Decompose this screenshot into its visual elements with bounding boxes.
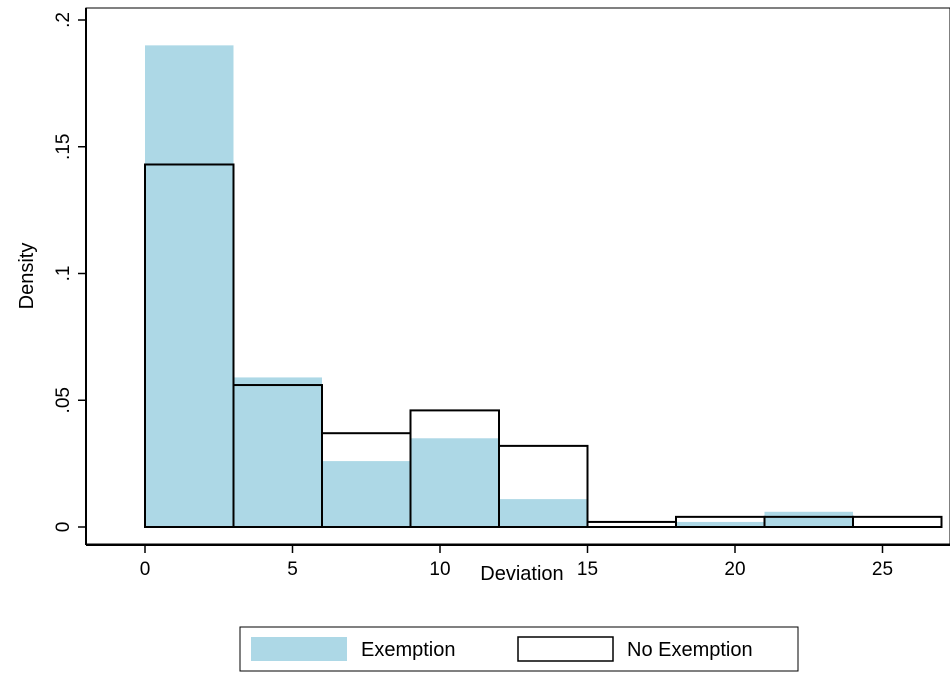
y-tick-label-3: .15	[53, 134, 74, 160]
y-ticks: 0 .05 .1 .15 .2	[53, 12, 86, 532]
y-tick-label-2: .1	[53, 266, 74, 282]
x-ticks: 0 5 10 15 20 25	[140, 545, 893, 580]
bar-exemption-3	[410, 438, 499, 527]
legend: Exemption No Exemption	[239, 626, 799, 672]
x-tick-label-0: 0	[140, 559, 151, 580]
legend-swatch-exemption	[251, 637, 347, 661]
no-exemption-bars	[144, 163, 943, 529]
bar-exemption-4	[499, 499, 588, 527]
y-tick-label-1: .05	[53, 387, 74, 413]
bar-no-exemption-4	[498, 444, 589, 529]
bar-exemption-7	[764, 511, 853, 527]
y-axis-label: Density	[16, 243, 38, 310]
bar-exemption-2	[322, 461, 411, 527]
bar-no-exemption-0	[144, 163, 235, 528]
x-tick-label-2: 10	[429, 559, 450, 580]
bar-no-exemption-8	[852, 515, 943, 528]
bar-exemption-6	[676, 521, 765, 527]
x-tick-label-4: 20	[724, 559, 745, 580]
legend-label-no-exemption: No Exemption	[627, 639, 753, 661]
y-tick-label-4: .2	[53, 12, 74, 28]
axes	[85, 8, 950, 546]
y-tick-label-0: 0	[53, 522, 74, 533]
bar-exemption-1	[233, 377, 322, 527]
legend-swatch-no-exemption	[517, 636, 614, 662]
x-axis-label: Deviation	[480, 563, 563, 585]
bar-exemption-0	[145, 45, 234, 527]
exemption-bars	[145, 45, 853, 527]
x-tick-label-3: 15	[577, 559, 598, 580]
x-tick-label-1: 5	[287, 559, 298, 580]
legend-label-exemption: Exemption	[361, 639, 456, 661]
x-tick-label-5: 25	[872, 559, 893, 580]
